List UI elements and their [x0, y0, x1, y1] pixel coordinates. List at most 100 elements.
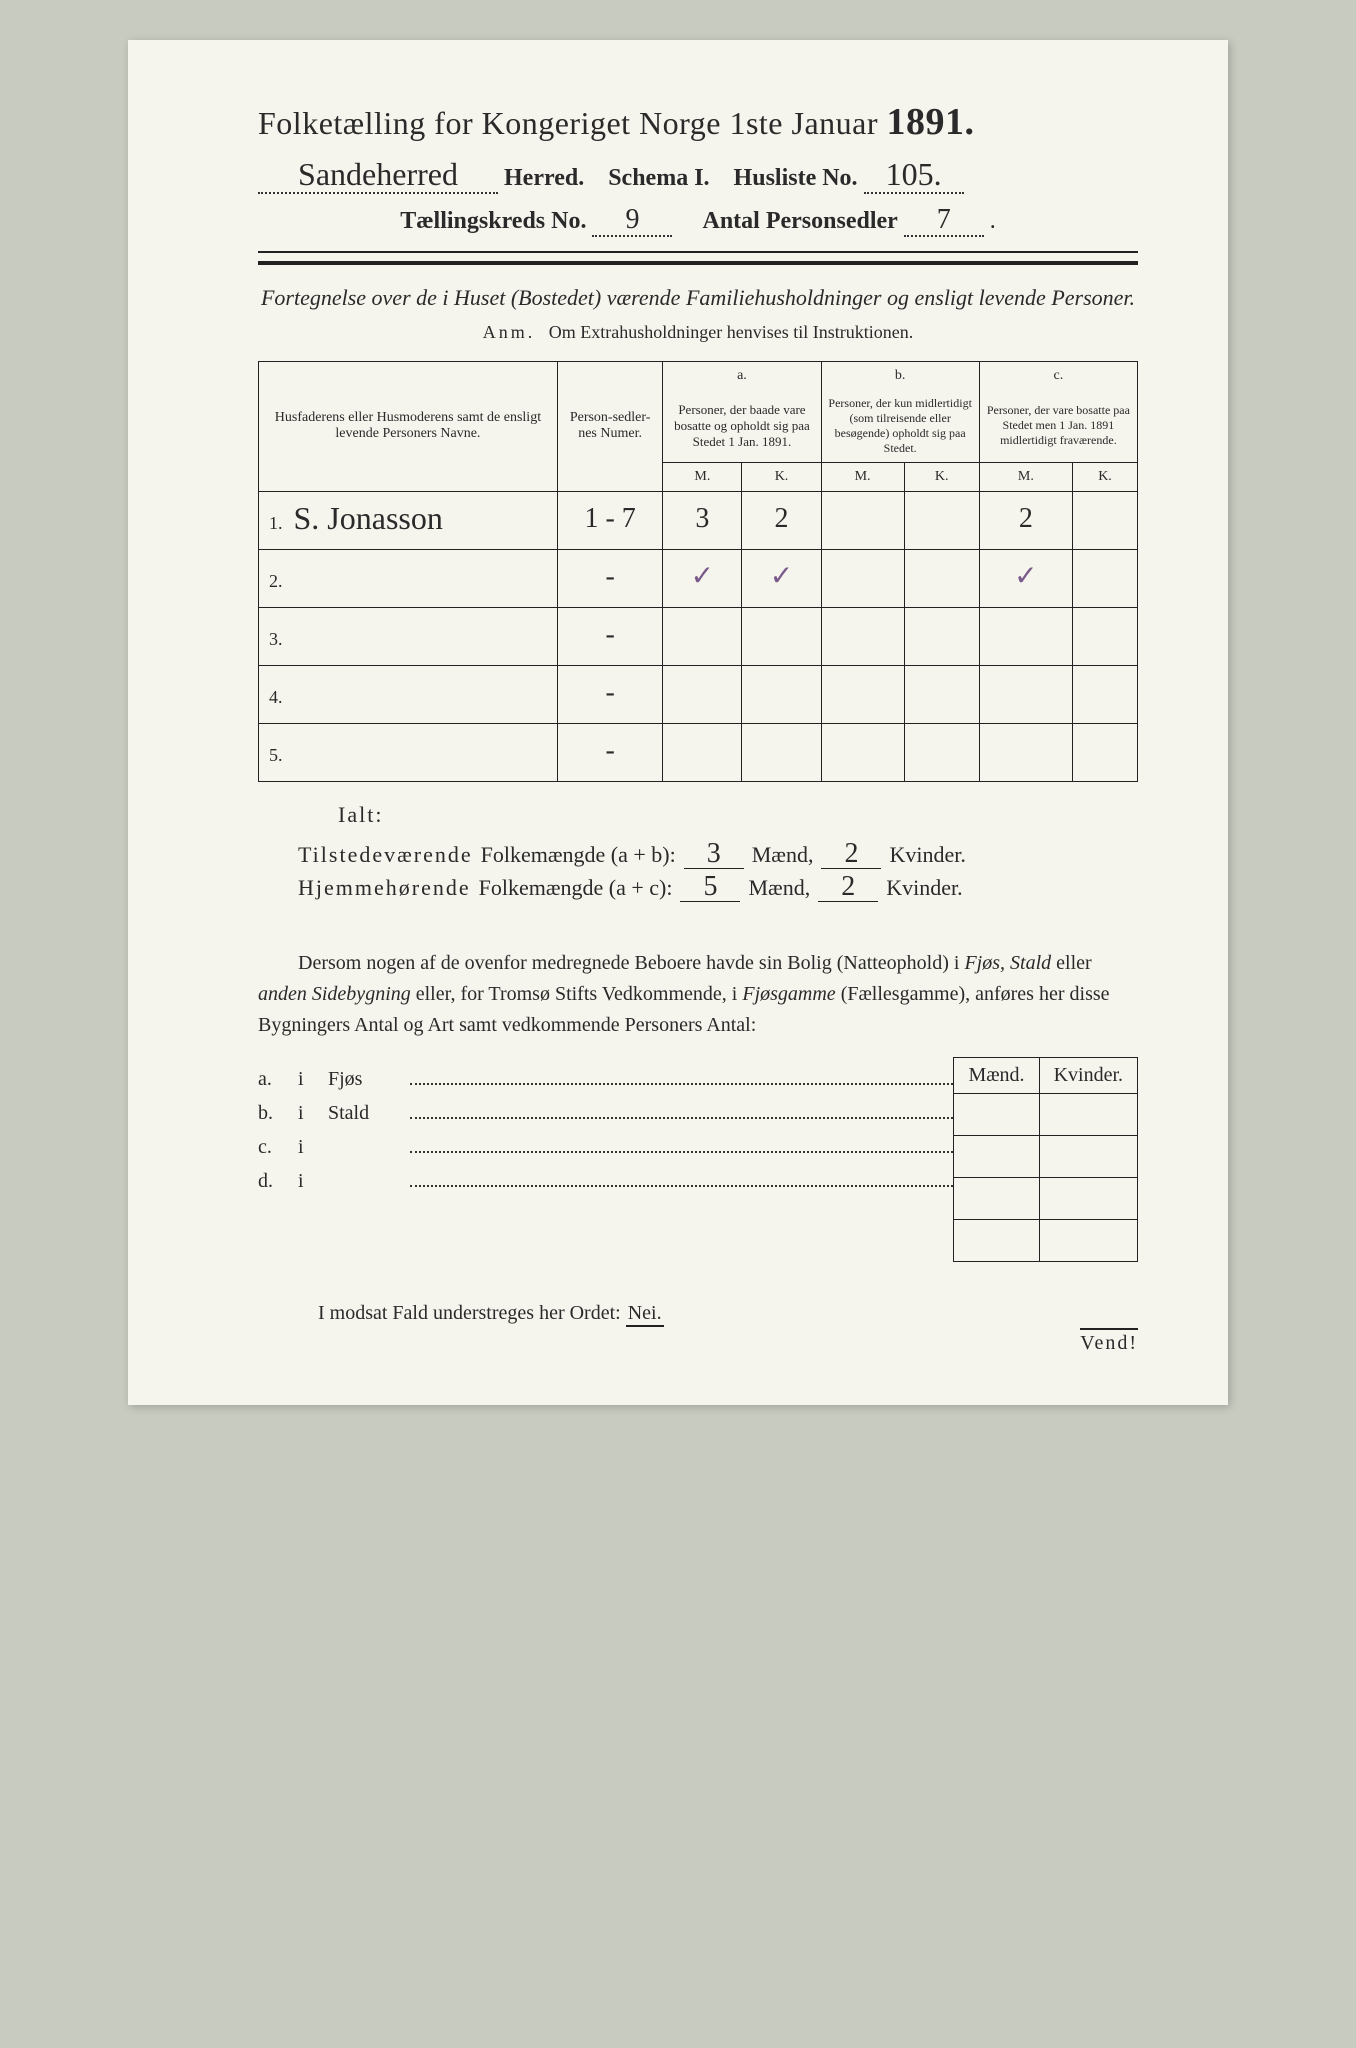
mk-a-k: [1039, 1093, 1137, 1135]
mk-b-k: [1039, 1135, 1137, 1177]
ac-m-field: 5: [680, 875, 740, 902]
mk-c-m: [954, 1177, 1039, 1219]
anm-label: Anm.: [483, 322, 536, 342]
building-row: b. i Stald: [258, 1101, 953, 1125]
ac-k: 2: [841, 871, 855, 902]
main-title: Folketælling for Kongeriget Norge 1ste J…: [258, 100, 1138, 144]
a-m-cell: [663, 723, 742, 781]
anm-text: Om Extrahusholdninger henvises til Instr…: [549, 322, 913, 342]
building-row: d. i: [258, 1169, 953, 1193]
col-b-desc: Personer, der kun midlertidigt (som tilr…: [821, 390, 979, 463]
dotted-line: [410, 1169, 953, 1187]
b-k-cell: [904, 723, 979, 781]
antal-value: 7: [937, 204, 951, 235]
col-b-head: b.: [821, 361, 979, 390]
table-row: 5. -: [259, 723, 1138, 781]
herred-value: Sandeherred: [298, 156, 458, 192]
building-row: a.iFjøs: [258, 1067, 953, 1091]
antal-field: 7: [904, 208, 984, 237]
b-m-cell: [821, 665, 904, 723]
name-cell: 3.: [259, 607, 558, 665]
b-m-cell: [821, 723, 904, 781]
bldg-type: Stald: [328, 1102, 398, 1125]
ab-maend: Mænd,: [752, 842, 814, 868]
ac-maend: Mænd,: [748, 875, 810, 901]
a-k-cell: [742, 665, 821, 723]
c-k-cell: [1073, 549, 1138, 607]
title-text: Folketælling for Kongeriget Norge 1ste J…: [258, 105, 878, 141]
c-m-cell: [979, 607, 1072, 665]
kreds-value: 9: [625, 204, 639, 235]
mk-maend: Mænd.: [954, 1057, 1039, 1093]
herred-line: Sandeherred Herred. Schema I. Husliste N…: [258, 162, 1138, 194]
mk-table: Mænd. Kvinder.: [953, 1057, 1138, 1262]
mk-d-m: [954, 1219, 1039, 1261]
b-k-cell: [904, 665, 979, 723]
bldg-lbl: d.: [258, 1170, 286, 1193]
b-k-cell: [904, 491, 979, 549]
ab-m-field: 3: [684, 842, 744, 869]
c-m-cell: [979, 723, 1072, 781]
schema-label: Schema I.: [608, 165, 709, 192]
ab-k: 2: [844, 838, 858, 869]
b-m-cell: [821, 607, 904, 665]
ac-rest: Folkemængde (a + c):: [479, 875, 673, 901]
husliste-field: 105.: [864, 162, 964, 194]
kreds-label: Tællingskreds No.: [400, 208, 586, 235]
c-k: K.: [1073, 462, 1138, 491]
husliste-value: 105.: [886, 156, 942, 192]
a-m-cell: 3: [663, 491, 742, 549]
ab-kvinder: Kvinder.: [889, 842, 965, 868]
b-k-cell: [904, 549, 979, 607]
b-m: M.: [821, 462, 904, 491]
mk-b-m: [954, 1135, 1039, 1177]
c-m: M.: [979, 462, 1072, 491]
footer-nei: Nei.: [626, 1302, 664, 1327]
dotted-line: [410, 1067, 953, 1085]
husliste-label: Husliste No.: [734, 165, 858, 192]
annotation-line: Anm. Om Extrahusholdninger henvises til …: [258, 322, 1138, 343]
name-cell: 5.: [259, 723, 558, 781]
bldg-type: Fjøs: [328, 1068, 398, 1091]
ab-k-field: 2: [821, 842, 881, 869]
period: .: [990, 208, 996, 235]
a-m-cell: [663, 665, 742, 723]
a-m: M.: [663, 462, 742, 491]
table-body: 1. S. Jonasson1 - 73222. -✓✓✓3. -4. -5. …: [259, 491, 1138, 781]
mk-c-k: [1039, 1177, 1137, 1219]
a-m-cell: ✓: [663, 549, 742, 607]
name-cell: 1. S. Jonasson: [259, 491, 558, 549]
total-ab: Tilstedeværende Folkemængde (a + b): 3 M…: [298, 842, 1138, 869]
num-cell: -: [557, 607, 662, 665]
bldg-i: i: [298, 1102, 316, 1125]
col-c-desc: Personer, der vare bosatte paa Stedet me…: [979, 390, 1137, 463]
a-k-cell: [742, 723, 821, 781]
main-table: Husfaderens eller Husmoderens samt de en…: [258, 361, 1138, 782]
building-row: c.i: [258, 1135, 953, 1159]
census-form-page: Folketælling for Kongeriget Norge 1ste J…: [128, 40, 1228, 1405]
c-k-cell: [1073, 491, 1138, 549]
a-k: K.: [742, 462, 821, 491]
ab-label: Tilstedeværende: [298, 842, 473, 868]
ialt-label: Ialt:: [338, 802, 1138, 828]
col-num-header: Person-sedler-nes Numer.: [557, 361, 662, 491]
herred-label: Herred.: [504, 165, 584, 192]
name-cell: 4.: [259, 665, 558, 723]
c-m-cell: 2: [979, 491, 1072, 549]
a-k-cell: 2: [742, 491, 821, 549]
c-m-cell: ✓: [979, 549, 1072, 607]
bldg-lbl: b.: [258, 1102, 286, 1125]
bldg-lbl: a.: [258, 1068, 286, 1091]
footer-line: I modsat Fald understreges her Ordet: Ne…: [318, 1302, 1138, 1325]
c-k-cell: [1073, 723, 1138, 781]
col-name-header: Husfaderens eller Husmoderens samt de en…: [259, 361, 558, 491]
dotted-line: [410, 1135, 953, 1153]
a-k-cell: [742, 607, 821, 665]
dotted-line: [410, 1101, 953, 1119]
ac-label: Hjemmehørende: [298, 875, 471, 901]
bldg-i: i: [298, 1170, 316, 1193]
subtitle: Fortegnelse over de i Huset (Bostedet) v…: [258, 283, 1138, 314]
antal-label: Antal Personsedler: [702, 208, 897, 235]
ac-m: 5: [703, 871, 717, 902]
herred-field: Sandeherred: [258, 162, 498, 194]
